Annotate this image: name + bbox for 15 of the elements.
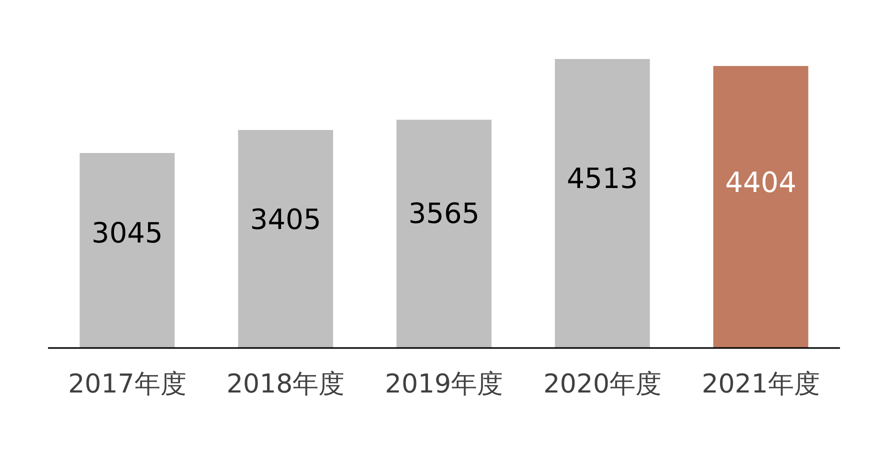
bar	[80, 153, 175, 348]
data-label: 3405	[250, 203, 322, 236]
x-tick-label: 2017年度	[68, 369, 186, 400]
data-label: 4404	[725, 166, 796, 200]
bar	[554, 59, 650, 348]
bar	[238, 130, 334, 348]
x-tick-label: 2018年度	[226, 369, 345, 400]
data-label: 3045	[92, 216, 163, 250]
bar	[396, 120, 492, 348]
x-tick-label: 2020年度	[543, 369, 662, 400]
x-tick-label: 2019年度	[384, 369, 504, 400]
data-label: 3565	[408, 197, 480, 230]
bar	[713, 66, 808, 348]
x-tick-label: 2021年度	[702, 369, 820, 400]
data-label: 4513	[566, 162, 638, 196]
